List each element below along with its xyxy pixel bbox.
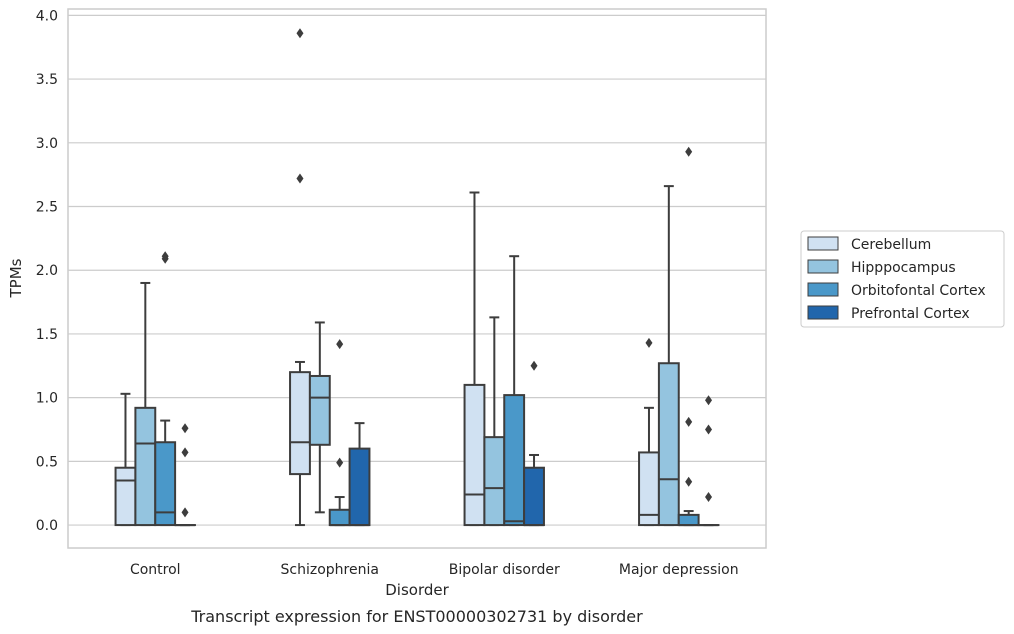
- legend-swatch: [807, 236, 839, 251]
- legend-swatch: [807, 305, 839, 320]
- outlier-point: [336, 457, 344, 468]
- legend-items: Cerebellum Hipppocampus Orbitofontal Corte…: [807, 236, 986, 322]
- box: [483, 436, 506, 527]
- y-tick-label: 4.0: [36, 8, 58, 24]
- x-tick-label: Control: [130, 562, 181, 578]
- legend-label: Prefrontal Cortex: [851, 306, 970, 322]
- box-plot: [463, 191, 486, 527]
- y-axis-label: TPMs: [7, 258, 25, 298]
- y-tick-labels: 0.0 0.5 1.0 1.5 2.0 2.5 3.0 3.5 4.0: [36, 8, 58, 534]
- chart-caption: Transcript expression for ENST0000030273…: [190, 607, 643, 626]
- y-tick-label: 3.0: [36, 136, 58, 152]
- box-plot: [134, 281, 157, 527]
- plot-frame: [67, 8, 767, 549]
- y-tick-label: 3.5: [36, 72, 58, 88]
- outlier-point: [296, 173, 304, 184]
- outlier-point: [181, 447, 189, 458]
- y-tick-label: 0.5: [36, 454, 58, 470]
- outlier-point: [161, 251, 169, 262]
- box: [657, 362, 680, 527]
- box-plot: [697, 395, 720, 527]
- legend-label: Orbitofontal Cortex: [851, 283, 986, 299]
- box: [308, 374, 331, 446]
- box-plot: [154, 251, 177, 527]
- outlier-point: [685, 146, 693, 157]
- box-plot: [114, 392, 137, 527]
- legend-swatch: [807, 259, 839, 274]
- outlier-point: [685, 416, 693, 427]
- x-tick-label: Major depression: [619, 562, 739, 578]
- box-series: [114, 28, 720, 527]
- legend-label: Cerebellum: [851, 237, 931, 253]
- x-tick-label: Schizophrenia: [281, 562, 379, 578]
- box: [328, 508, 351, 527]
- box-plot: [483, 316, 506, 527]
- box: [677, 513, 700, 527]
- x-axis-label: Disorder: [385, 581, 449, 599]
- legend-item: Prefrontal Cortex: [807, 305, 970, 322]
- outlier-point: [296, 28, 304, 39]
- box: [154, 441, 177, 527]
- box-plot: [328, 339, 351, 527]
- box: [289, 371, 311, 476]
- outlier-point: [705, 395, 713, 406]
- y-tick-label: 1.0: [36, 391, 58, 407]
- outlier-point: [181, 507, 189, 518]
- outlier-point: [685, 476, 693, 487]
- y-tick-label: 0.0: [36, 518, 58, 534]
- legend: Cerebellum Hipppocampus Orbitofontal Corte…: [800, 230, 1005, 328]
- y-tick-label: 1.5: [36, 327, 58, 343]
- box-plot: [174, 423, 196, 527]
- outlier-point: [705, 492, 713, 503]
- legend-swatch: [807, 282, 839, 297]
- box-plot: [348, 422, 371, 527]
- box-plot: [289, 28, 311, 527]
- box-plot: [523, 360, 545, 527]
- box: [523, 466, 545, 527]
- legend-frame: [800, 230, 1005, 328]
- x-tick-label: Bipolar disorder: [449, 562, 560, 578]
- x-tick-labels: Control Schizophrenia Bipolar disorder Majo…: [130, 562, 739, 578]
- outlier-point: [336, 339, 344, 350]
- box-plot: [677, 146, 700, 527]
- box: [463, 383, 486, 527]
- box: [503, 394, 526, 527]
- box: [134, 406, 157, 527]
- box-plot: [308, 321, 331, 514]
- legend-item: Cerebellum: [807, 236, 931, 253]
- outlier-point: [530, 360, 538, 371]
- outlier-point: [645, 337, 653, 348]
- outlier-point: [181, 423, 189, 434]
- box-plot: [638, 337, 660, 527]
- box-plot: [503, 255, 526, 527]
- outlier-point: [705, 424, 713, 435]
- y-tick-label: 2.0: [36, 263, 58, 279]
- box-plot: [657, 185, 680, 527]
- legend-label: Hipppocampus: [851, 260, 956, 276]
- y-tick-label: 2.5: [36, 200, 58, 216]
- grid-lines: [68, 14, 766, 526]
- box: [348, 447, 371, 527]
- legend-item: Orbitofontal Cortex: [807, 282, 986, 299]
- box: [114, 466, 137, 527]
- legend-item: Hipppocampus: [807, 259, 956, 276]
